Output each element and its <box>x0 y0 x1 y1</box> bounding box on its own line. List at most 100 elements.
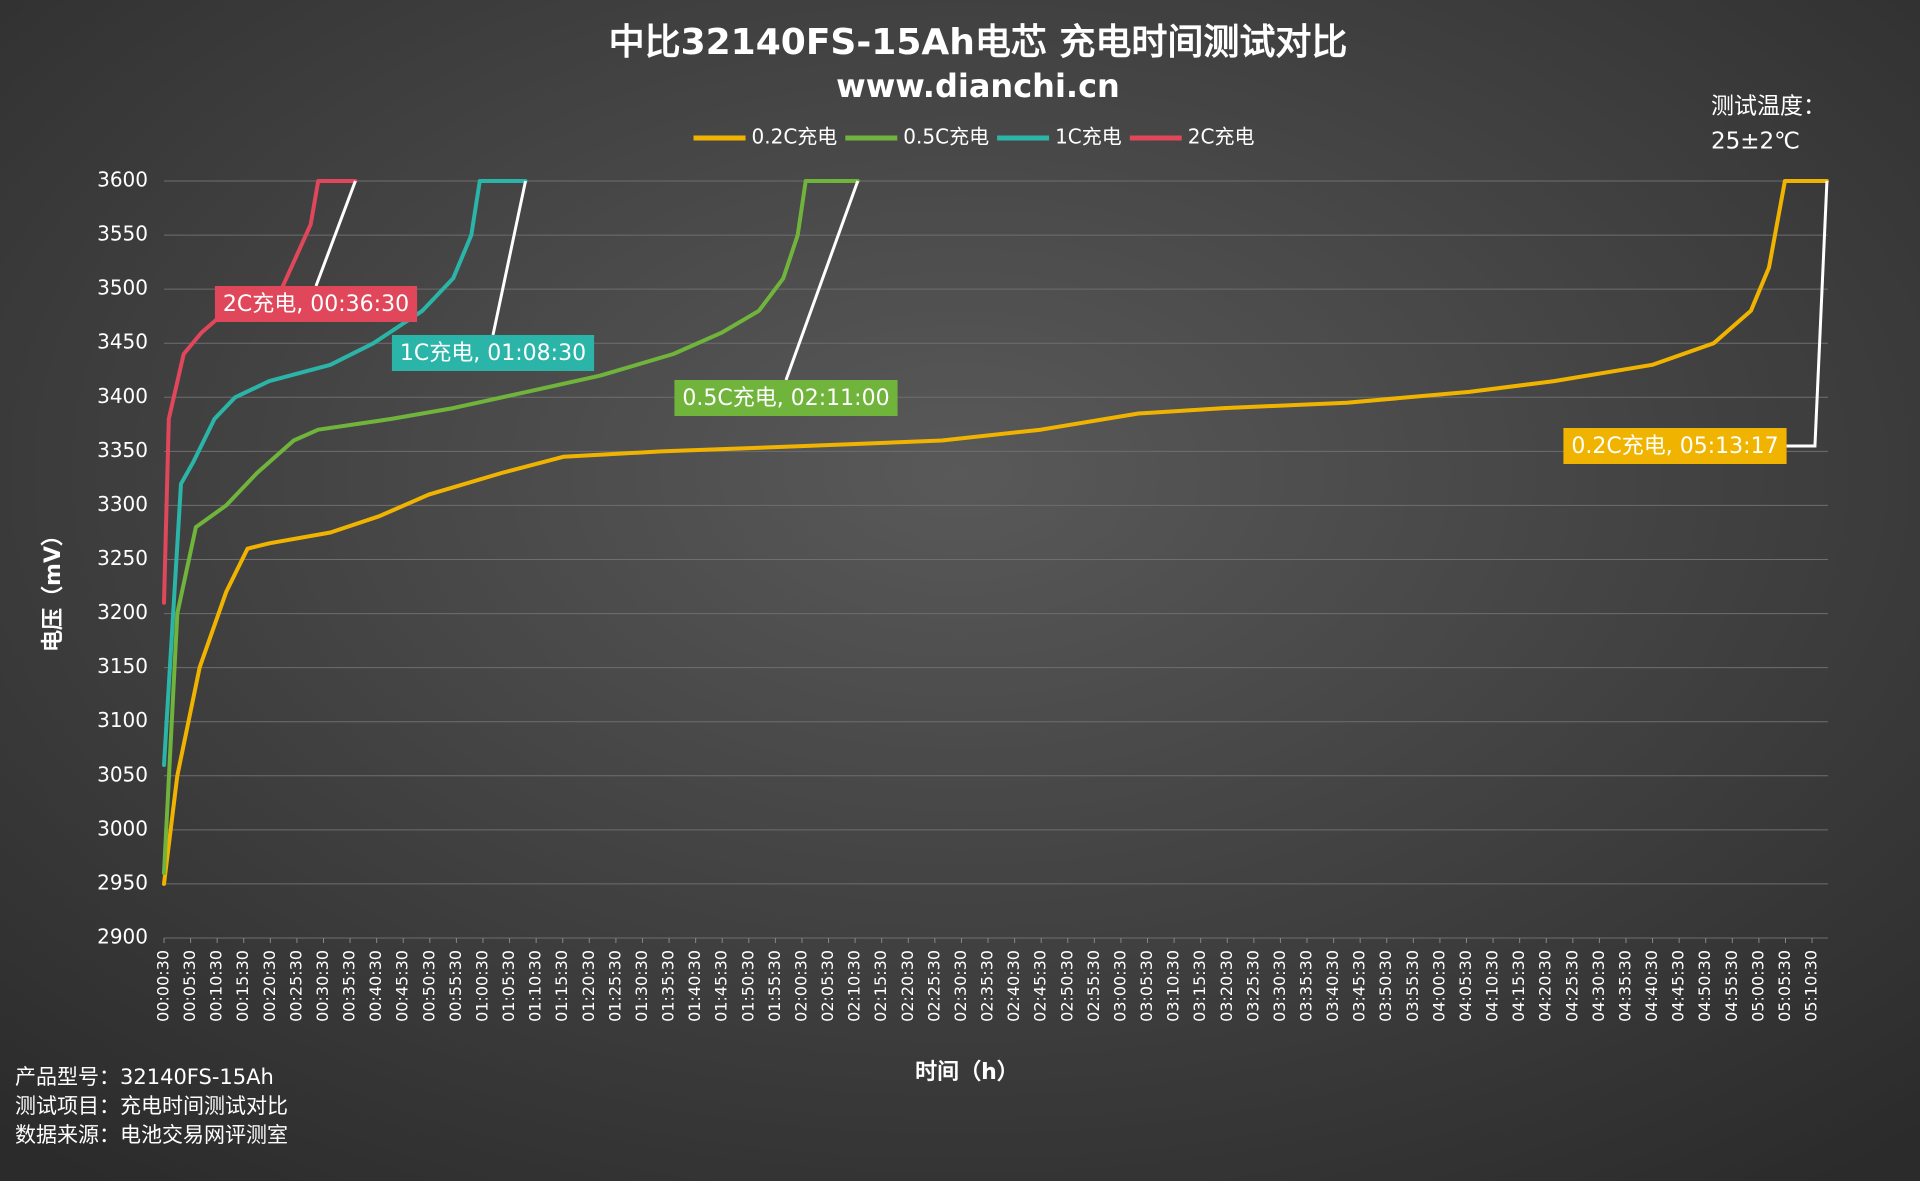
x-tick-label: 03:20:30 <box>1217 950 1236 1022</box>
y-tick-label: 3200 <box>97 600 148 624</box>
footer-note: 测试项目：充电时间测试对比 <box>15 1094 288 1118</box>
x-tick-label: 00:55:30 <box>446 950 465 1022</box>
legend-label: 0.2C充电 <box>752 125 838 149</box>
x-tick-label: 02:45:30 <box>1031 950 1050 1022</box>
series-line <box>162 179 1829 886</box>
x-tick-label: 00:05:30 <box>180 950 199 1022</box>
x-tick-label: 00:20:30 <box>260 950 279 1022</box>
y-tick-label: 3100 <box>97 708 148 732</box>
x-tick-label: 01:35:30 <box>659 950 678 1022</box>
x-tick-label: 01:00:30 <box>472 950 491 1022</box>
chart-subtitle: www.dianchi.cn <box>836 67 1120 105</box>
annotation: 0.2C充电, 05:13:17 <box>1563 180 1829 464</box>
y-tick-label: 3400 <box>97 384 148 408</box>
y-tick-label: 3300 <box>97 492 148 516</box>
y-tick-label: 3600 <box>97 168 148 192</box>
x-tick-label: 00:45:30 <box>393 950 412 1022</box>
y-tick-label: 3550 <box>97 222 148 246</box>
x-tick-label: 00:25:30 <box>286 950 305 1022</box>
annotation-box <box>674 380 898 416</box>
x-tick-label: 04:25:30 <box>1562 950 1581 1022</box>
annotation-box <box>214 286 418 322</box>
x-tick-label: 04:15:30 <box>1509 950 1528 1022</box>
x-tick-label: 02:50:30 <box>1057 950 1076 1022</box>
y-tick-label: 3000 <box>97 816 148 840</box>
legend: 0.2C充电 0.5C充电 1C充电 2C充电 <box>693 125 1255 149</box>
series-line <box>162 179 860 876</box>
annotation-label: 0.5C充电, 02:11:00 <box>682 386 889 411</box>
x-tick-label: 02:35:30 <box>978 950 997 1022</box>
legend-label: 2C充电 <box>1188 125 1255 149</box>
x-tick-label: 01:05:30 <box>499 950 518 1022</box>
x-tick-label: 03:35:30 <box>1297 950 1316 1022</box>
y-tick-label: 3350 <box>97 438 148 462</box>
x-tick-label: 03:10:30 <box>1164 950 1183 1022</box>
annotation-leader <box>1786 180 1829 448</box>
x-tick-label: 02:30:30 <box>951 950 970 1022</box>
y-tick-label: 3050 <box>97 762 148 786</box>
x-tick-label: 00:50:30 <box>419 950 438 1022</box>
annotation-leader <box>784 180 860 381</box>
x-tick-label: 04:55:30 <box>1722 950 1741 1022</box>
chart-title: 中比32140FS-15Ah电芯 充电时间测试对比 <box>609 22 1348 63</box>
y-tick-label: 3500 <box>97 276 148 300</box>
x-tick-label: 01:10:30 <box>526 950 545 1022</box>
annotation-label: 2C充电, 00:36:30 <box>223 292 409 317</box>
x-tick-label: 01:20:30 <box>579 950 598 1022</box>
x-tick-label: 03:55:30 <box>1403 950 1422 1022</box>
legend-label: 1C充电 <box>1055 125 1122 149</box>
x-tick-label: 00:10:30 <box>207 950 226 1022</box>
x-tick-label: 01:30:30 <box>632 950 651 1022</box>
temperature-note: 25±2℃ <box>1711 129 1800 155</box>
x-tick-label: 00:30:30 <box>313 950 332 1022</box>
temperature-note: 测试温度： <box>1711 94 1826 120</box>
x-tick-label: 03:15:30 <box>1190 950 1209 1022</box>
annotation: 2C充电, 00:36:30 <box>214 180 418 322</box>
x-axis-title: 时间（h） <box>915 1060 1019 1085</box>
x-tick-label: 01:45:30 <box>712 950 731 1022</box>
x-tick-label: 04:20:30 <box>1536 950 1555 1022</box>
x-tick-label: 01:50:30 <box>738 950 757 1022</box>
x-tick-label: 04:00:30 <box>1429 950 1448 1022</box>
x-tick-label: 04:45:30 <box>1669 950 1688 1022</box>
x-tick-label: 01:25:30 <box>605 950 624 1022</box>
annotation-leader <box>491 180 527 336</box>
annotation-label: 1C充电, 01:08:30 <box>400 341 586 366</box>
x-tick-label: 03:00:30 <box>1110 950 1129 1022</box>
x-tick-label: 00:00:30 <box>154 950 173 1022</box>
legend-label: 0.5C充电 <box>903 125 989 149</box>
x-tick-label: 03:30:30 <box>1270 950 1289 1022</box>
y-tick-label: 3450 <box>97 330 148 354</box>
x-tick-label: 03:40:30 <box>1323 950 1342 1022</box>
series-line <box>162 179 528 767</box>
x-tick-label: 04:10:30 <box>1483 950 1502 1022</box>
x-tick-label: 02:05:30 <box>818 950 837 1022</box>
x-tick-label: 02:20:30 <box>898 950 917 1022</box>
footer-note: 数据来源：电池交易网评测室 <box>15 1123 288 1147</box>
y-axis-title: 电压（mV） <box>41 524 66 652</box>
annotation-box <box>391 335 595 371</box>
x-tick-label: 00:40:30 <box>366 950 385 1022</box>
footer-note: 产品型号：32140FS-15Ah <box>15 1065 274 1089</box>
x-tick-label: 02:00:30 <box>791 950 810 1022</box>
x-tick-label: 03:05:30 <box>1137 950 1156 1022</box>
annotation-leader <box>314 180 357 287</box>
x-tick-label: 05:10:30 <box>1802 950 1821 1022</box>
x-tick-label: 05:05:30 <box>1775 950 1794 1022</box>
x-tick-label: 02:15:30 <box>871 950 890 1022</box>
x-tick-label: 01:55:30 <box>765 950 784 1022</box>
x-tick-label: 04:05:30 <box>1456 950 1475 1022</box>
x-tick-label: 02:25:30 <box>924 950 943 1022</box>
x-tick-label: 04:30:30 <box>1589 950 1608 1022</box>
annotation-label: 0.2C充电, 05:13:17 <box>1571 434 1778 459</box>
y-tick-label: 2900 <box>97 925 148 949</box>
x-tick-label: 04:40:30 <box>1642 950 1661 1022</box>
x-tick-label: 04:50:30 <box>1695 950 1714 1022</box>
annotation: 0.5C充电, 02:11:00 <box>674 180 898 416</box>
x-tick-label: 03:50:30 <box>1376 950 1395 1022</box>
annotation-box <box>1563 428 1787 464</box>
x-tick-label: 04:35:30 <box>1615 950 1634 1022</box>
y-tick-label: 2950 <box>97 870 148 894</box>
